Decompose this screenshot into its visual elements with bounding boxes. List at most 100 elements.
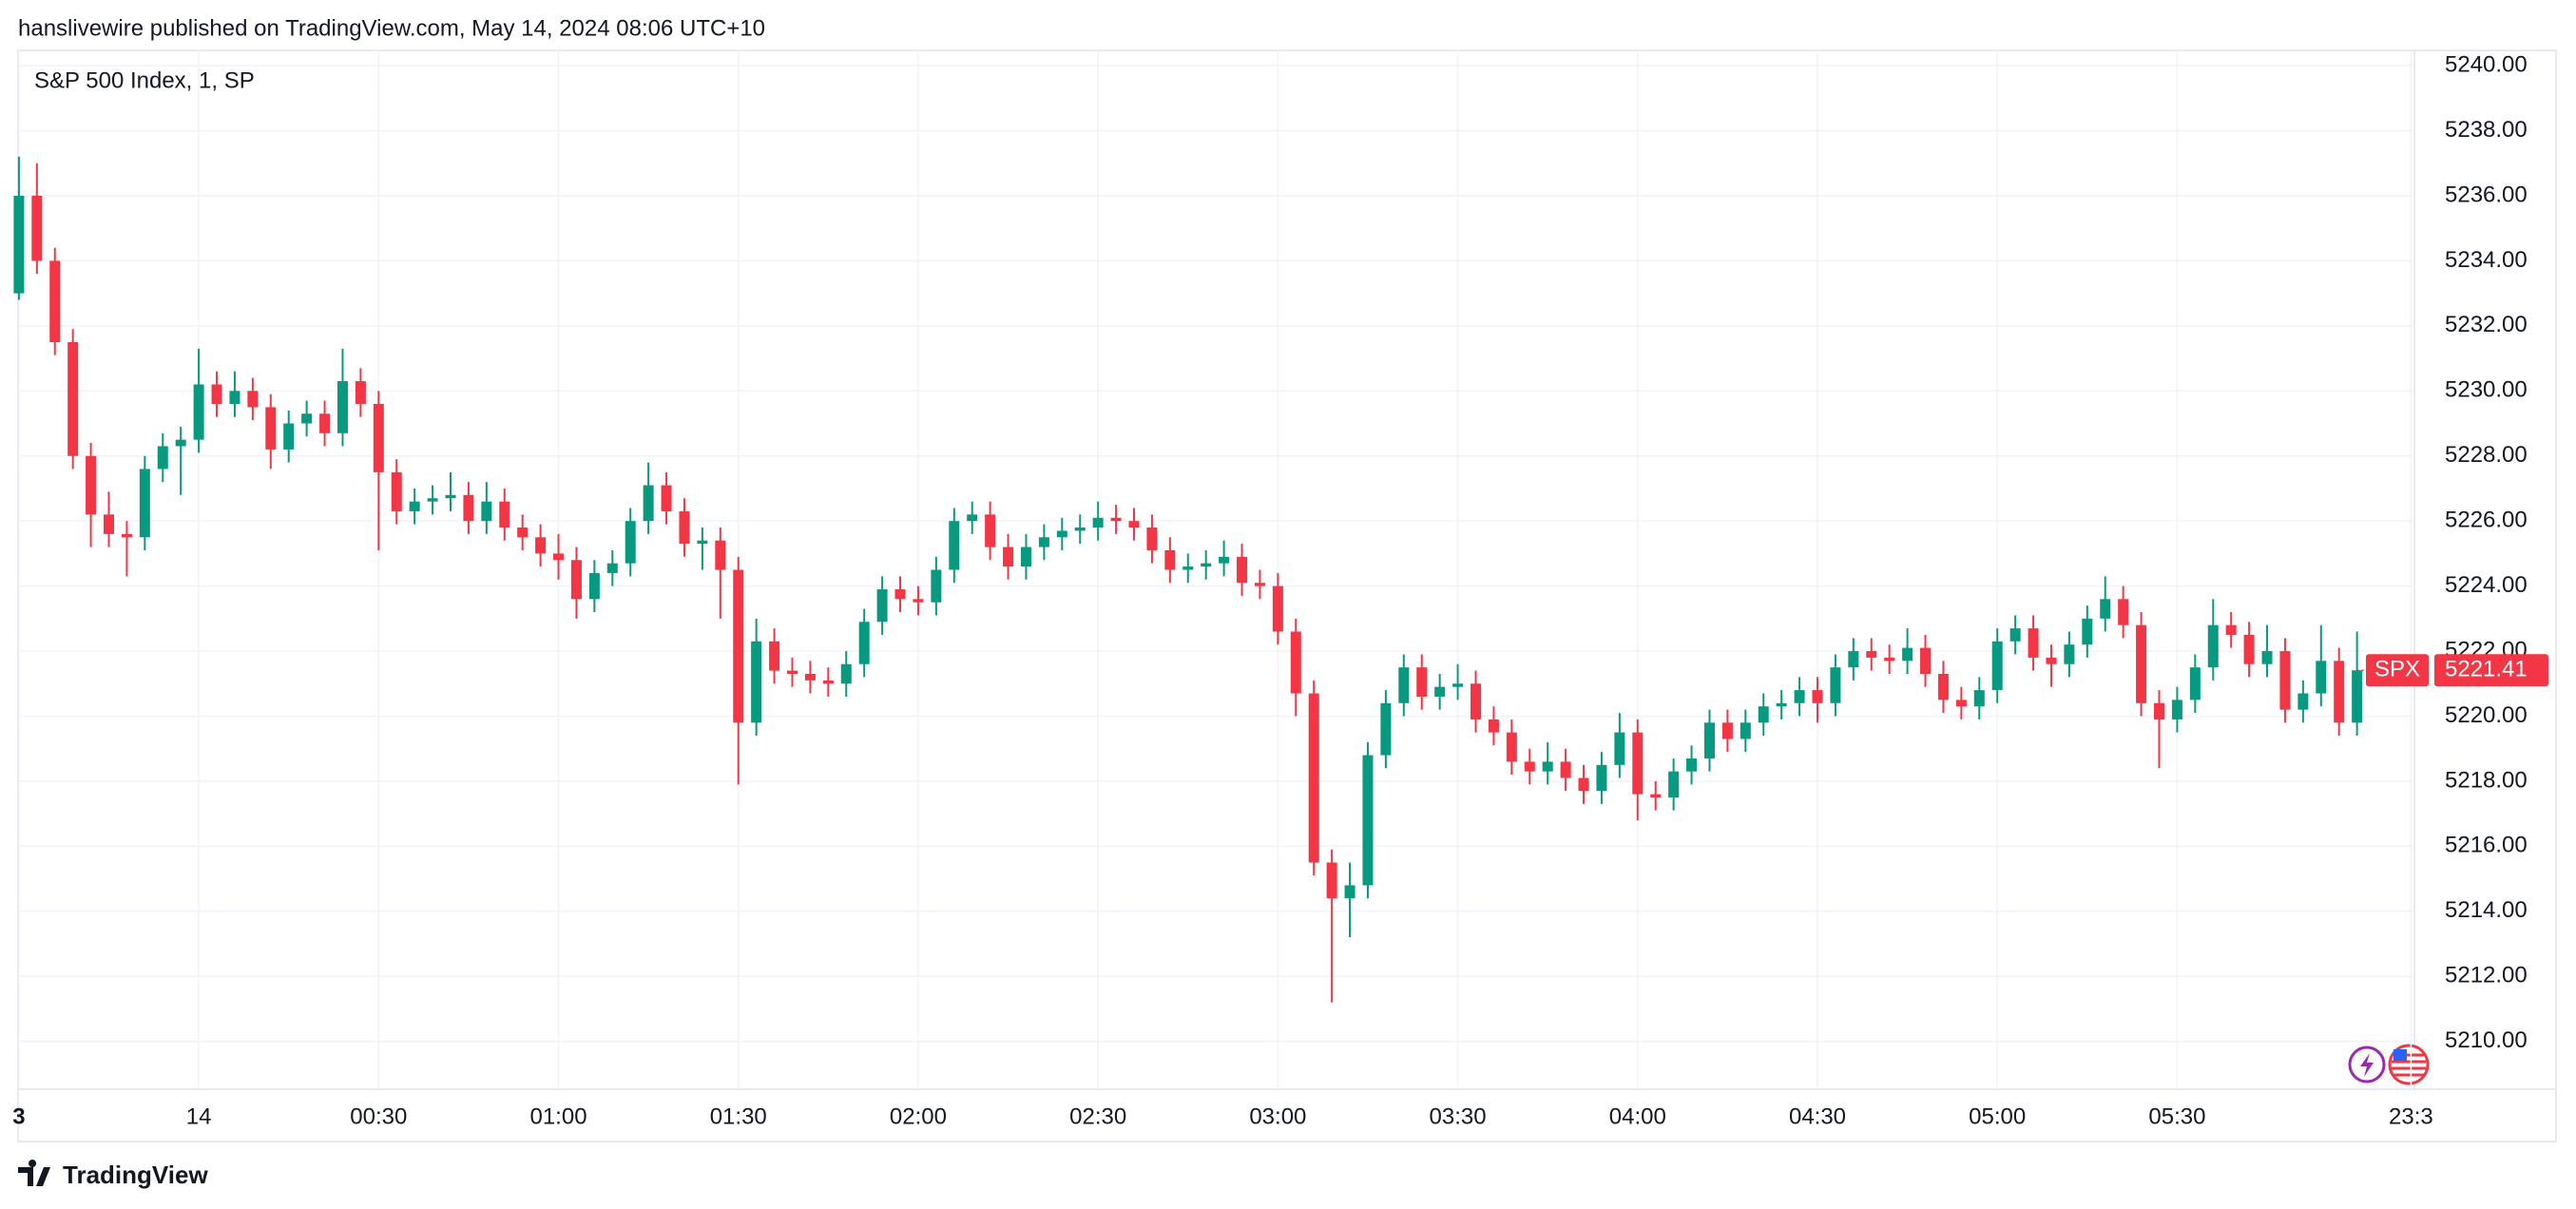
candle-body [1812,690,1823,703]
candle-body [355,381,366,404]
candle-body [570,560,582,600]
candle-body [409,501,420,511]
candle-body [193,384,204,440]
candle-body [661,485,672,511]
candle-body [481,501,492,522]
icons [2348,1044,2430,1085]
lightning [2360,1053,2374,1077]
candle-body [2009,628,2021,642]
y-tick-label: 5236.00 [2445,182,2528,207]
price-tag [2434,654,2548,687]
candle-body [1182,566,1194,570]
x-tick-label: 01:30 [710,1103,767,1129]
candle-body [1794,690,1805,703]
candle-body [1740,722,1751,739]
y-tick-label: 5226.00 [2445,508,2528,533]
x-tick-label: 03:00 [1249,1103,1306,1129]
candle-body [967,514,978,522]
candle-body [769,641,780,671]
x-tick-label: 3 [12,1103,25,1129]
x-tick-label: 00:30 [350,1103,407,1129]
candle-body [751,641,762,723]
candle-body [2118,599,2129,625]
candle-body [913,599,924,603]
candle-body [1920,647,1932,674]
y-tick-label: 5228.00 [2445,442,2528,468]
y-tick-label: 5212.00 [2445,963,2528,988]
candle-body [1308,693,1319,863]
candle-body [1237,556,1248,584]
candle-body [1471,683,1482,720]
candle-body [1614,732,1625,765]
candle-body [517,528,529,538]
candle-body [858,622,870,664]
x-tick-label: 05:00 [1969,1103,2026,1129]
candle-body [211,384,222,404]
y-tick-label: 5220.00 [2445,702,2528,728]
candle-body [1955,700,1967,707]
candle-body [715,540,726,570]
candle-body [931,569,942,603]
candle-body [265,407,277,450]
candle-body [499,501,510,528]
candle-body [2334,661,2345,723]
candle-body [67,341,79,456]
candle-body [86,455,97,515]
candle-body [2261,651,2273,664]
candle-body [697,540,708,545]
symbol-tag [2366,654,2429,687]
candle-body [1380,702,1392,756]
candle-body [787,670,798,674]
candle-body [31,195,43,261]
candle-body [588,572,600,600]
candle-body [733,569,744,723]
candles [13,156,2363,1003]
candle-body [1596,764,1607,792]
y-tick-label: 5218.00 [2445,767,2528,793]
candle-body [1362,755,1374,886]
candle-body [1452,683,1464,687]
footer-logo [18,1160,50,1186]
y-tick-label: 5230.00 [2445,377,2528,403]
y-tick-label: 5240.00 [2445,51,2528,77]
x-tick-label: 01:00 [529,1103,586,1129]
candle-body [1219,556,1230,564]
candle-body [1164,549,1176,570]
y-tick-label: 5214.00 [2445,897,2528,923]
candle-body [1020,547,1031,567]
candle-body [2297,693,2309,710]
candle-body [301,413,313,424]
candle-body [1937,674,1949,700]
candle-body [2046,657,2057,664]
x-tick-label: 02:00 [890,1103,947,1129]
candle-body [1290,631,1301,694]
candle-body [2171,700,2182,720]
x-tick-label: 02:30 [1069,1103,1126,1129]
candle-body [1038,537,1049,547]
candle-body [445,494,456,499]
candle-body [876,589,888,623]
candle-body [949,521,960,570]
candle-body [1506,732,1517,762]
candle-body [2352,670,2363,723]
candle-body [1254,583,1265,586]
candle-body [1003,547,1014,567]
candle-body [1560,761,1571,778]
candle-body [463,494,474,522]
candle-body [247,391,259,408]
candle-body [1632,732,1644,795]
candle-body [336,381,348,433]
candle-body [427,498,438,502]
symbol-label: SPX [2374,657,2420,682]
candle-body [553,553,565,561]
candle-body [1074,528,1086,531]
candle-body [643,485,654,522]
candle-body [1578,777,1589,792]
candle-body [606,563,618,573]
x-tick-label: 05:30 [2148,1103,2205,1129]
y-tick-label: 5210.00 [2445,1027,2528,1053]
candle-body [985,514,996,547]
candle-body [1488,719,1499,733]
